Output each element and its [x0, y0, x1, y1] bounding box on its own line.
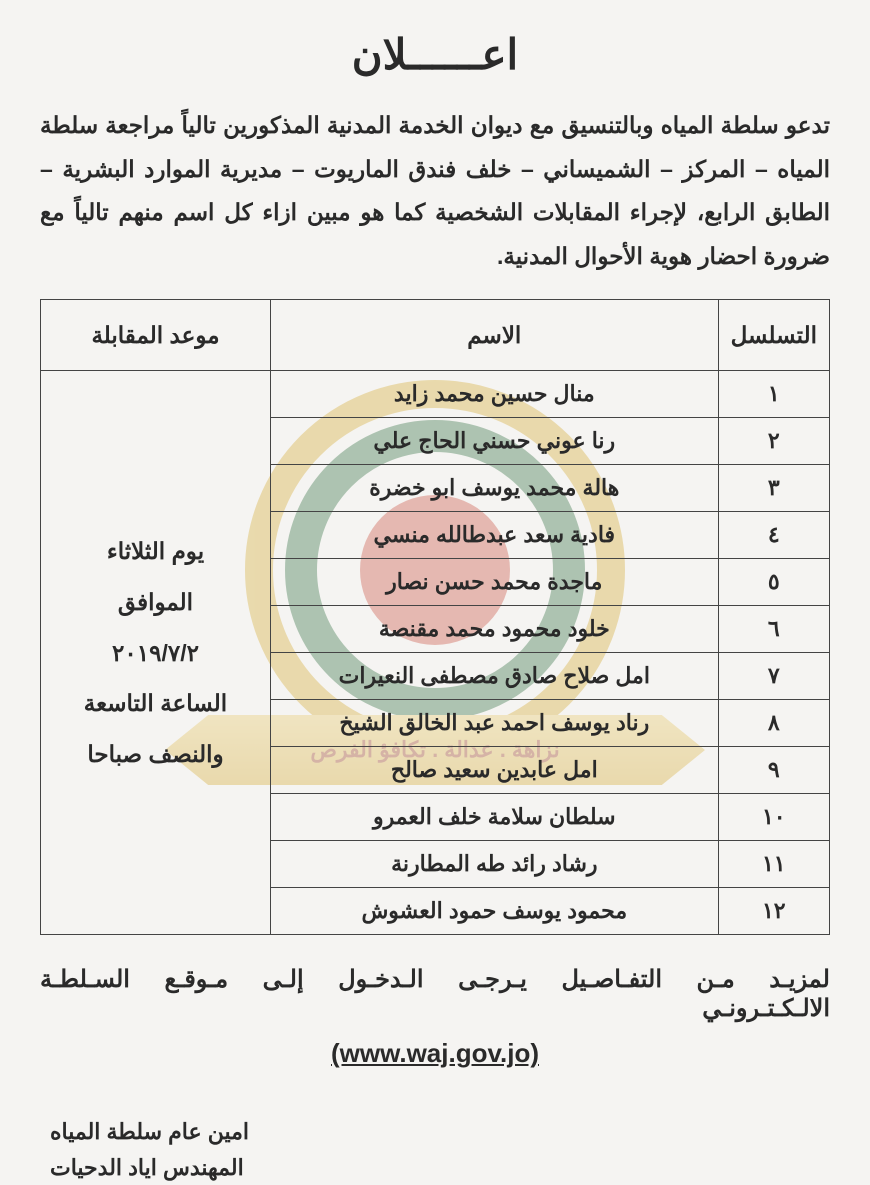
cell-name: فادية سعد عبدطالله منسي	[271, 512, 719, 559]
signature-name: المهندس اياد الدحيات	[50, 1150, 830, 1185]
cell-seq: ١٢	[718, 888, 829, 935]
cell-seq: ١	[718, 371, 829, 418]
cell-name: خلود محمود محمد مقنصة	[271, 606, 719, 653]
cell-name: منال حسين محمد زايد	[271, 371, 719, 418]
header-date: موعد المقابلة	[41, 299, 271, 371]
table-row: ١منال حسين محمد زايديوم الثلاثاءالموافق٢…	[41, 371, 830, 418]
cell-seq: ٤	[718, 512, 829, 559]
footer-text: لمزيـد مـن التفـاصـيل يـرجـى الـدخـول إل…	[40, 965, 830, 1023]
cell-seq: ٢	[718, 418, 829, 465]
cell-name: محمود يوسف حمود العشوش	[271, 888, 719, 935]
cell-name: هالة محمد يوسف ابو خضرة	[271, 465, 719, 512]
cell-seq: ٣	[718, 465, 829, 512]
cell-seq: ١١	[718, 841, 829, 888]
website-link: (www.waj.gov.jo)	[40, 1038, 830, 1069]
table-header-row: التسلسل الاسم موعد المقابلة	[41, 299, 830, 371]
cell-name: امل صلاح صادق مصطفى النعيرات	[271, 653, 719, 700]
announcement-title: اعــــــلان	[40, 30, 830, 79]
cell-seq: ٩	[718, 747, 829, 794]
cell-seq: ٦	[718, 606, 829, 653]
cell-seq: ١٠	[718, 794, 829, 841]
cell-seq: ٥	[718, 559, 829, 606]
intro-paragraph: تدعو سلطة المياه وبالتنسيق مع ديوان الخد…	[40, 104, 830, 279]
cell-seq: ٧	[718, 653, 829, 700]
header-seq: التسلسل	[718, 299, 829, 371]
cell-name: امل عابدين سعيد صالح	[271, 747, 719, 794]
cell-seq: ٨	[718, 700, 829, 747]
interview-table: التسلسل الاسم موعد المقابلة ١منال حسين م…	[40, 299, 830, 936]
signature-block: امين عام سلطة المياه المهندس اياد الدحيا…	[40, 1114, 830, 1184]
cell-name: رشاد رائد طه المطارنة	[271, 841, 719, 888]
cell-date: يوم الثلاثاءالموافق٢٠١٩/٧/٢الساعة التاسع…	[41, 371, 271, 935]
cell-name: رنا عوني حسني الحاج علي	[271, 418, 719, 465]
cell-name: سلطان سلامة خلف العمرو	[271, 794, 719, 841]
cell-name: رناد يوسف احمد عبد الخالق الشيخ	[271, 700, 719, 747]
signature-title: امين عام سلطة المياه	[50, 1114, 830, 1149]
header-name: الاسم	[271, 299, 719, 371]
document-content: اعــــــلان تدعو سلطة المياه وبالتنسيق م…	[40, 30, 830, 1185]
cell-name: ماجدة محمد حسن نصار	[271, 559, 719, 606]
